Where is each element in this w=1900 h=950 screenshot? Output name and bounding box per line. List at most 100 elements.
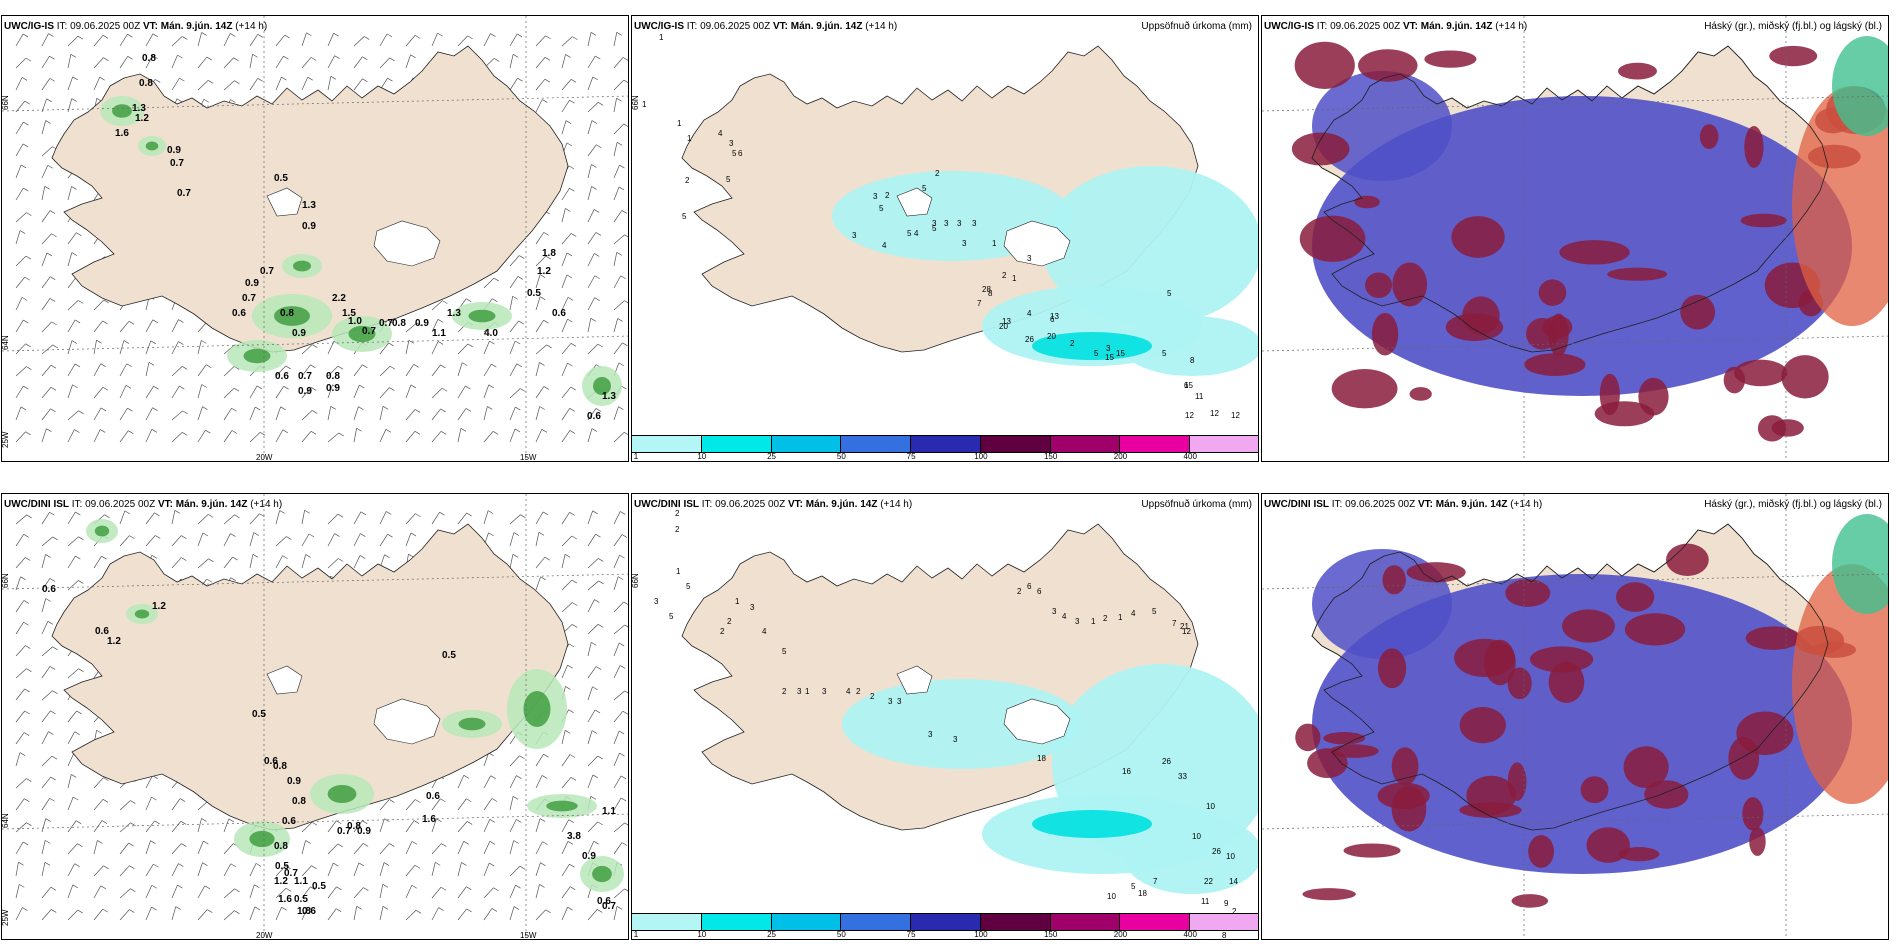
lat-label-66n: 66N <box>632 95 640 110</box>
colorbar-segment <box>841 436 912 452</box>
precip-value-label: 1 <box>805 687 810 696</box>
precip-value-label: 0.8 <box>392 318 406 329</box>
precip-value-label: 0.6 <box>264 756 278 767</box>
precip-value-label: 5 <box>932 224 937 233</box>
precip-value-label: 3 <box>1075 617 1080 626</box>
precip-value-label: 0.7 <box>298 371 312 382</box>
colorbar-segment <box>632 914 702 930</box>
precip-value-label: 0.8 <box>326 371 340 382</box>
precip-value-label: 0.9 <box>167 145 181 156</box>
precip-value-label: 4 <box>1027 309 1032 318</box>
precip-value-label: 1.2 <box>274 876 288 887</box>
precip-value-label: 6 <box>1027 582 1032 591</box>
precip-value-label: 6 <box>1184 381 1189 390</box>
colorbar-labels: 1 10 25 50 75 100 150 200 400 <box>632 930 1258 939</box>
colorbar-label: 200 <box>1113 452 1128 461</box>
precip-value-label: 0.7 <box>379 318 393 329</box>
precip-value-label: 3 <box>972 219 977 228</box>
precip-value-label: 2 <box>675 509 680 518</box>
precip-value-label: 2 <box>1103 614 1108 623</box>
precip-value-label: 1.3 <box>447 308 461 319</box>
precip-value-label: 3 <box>822 687 827 696</box>
precip-value-label: 7 <box>1153 877 1158 886</box>
precip-value-label: 5 <box>682 212 687 221</box>
precip-value-label: 4.0 <box>484 328 498 339</box>
lat-label-66n: 66N <box>2 95 10 110</box>
colorbar-segment <box>771 914 842 930</box>
precip-value-label: 3 <box>654 597 659 606</box>
precip-value-label: 2 <box>720 627 725 636</box>
precip-value-label: 1.2 <box>152 601 166 612</box>
precip-value-label: 26 <box>1162 757 1171 766</box>
colorbar-segment <box>980 436 1051 452</box>
precip-value-label: 10 <box>1206 802 1215 811</box>
precip-colorbar <box>632 435 1258 453</box>
precip-value-label: 5 <box>879 204 884 213</box>
precip-value-label: 1.6 <box>115 128 129 139</box>
precip-value-label: 1.1 <box>602 806 616 817</box>
precip-value-label: 21 <box>1180 622 1189 631</box>
precip-value-label: 12 <box>1231 411 1240 420</box>
panel-dini-clouds: UWC/DINI ISL IT: 09.06.2025 00Z VT: Mán.… <box>1261 493 1889 940</box>
precip-value-label: 0.6 <box>232 308 246 319</box>
precip-value-label: 12 <box>1210 409 1219 418</box>
precip-value-label: 0.9 <box>326 383 340 394</box>
precip-value-label: 15 <box>1116 349 1125 358</box>
precip-shading <box>832 166 1258 376</box>
iceland-landmass <box>51 523 569 831</box>
precip-value-label: 1.1 <box>294 876 308 887</box>
precip-value-label: 10 <box>1226 852 1235 861</box>
precip-value-label: 4 <box>718 129 723 138</box>
precip-value-label: 0.7 <box>177 188 191 199</box>
precip-value-label: 1.8 <box>542 248 556 259</box>
precip-value-label: 3 <box>888 697 893 706</box>
precip-value-label: 5 <box>1152 607 1157 616</box>
wind-precip-map: 0.80.81.31.21.60.90.70.70.51.30.90.70.90… <box>2 16 628 462</box>
precip-value-label: 1 <box>1012 274 1017 283</box>
precip-value-label: 0.8 <box>347 821 361 832</box>
precip-value-label: 28 <box>982 285 991 294</box>
panel-variable-title: Háský (gr.), miðský (fj.bl.) og lágský (… <box>1704 499 1882 510</box>
precip-value-label: 26 <box>1025 335 1034 344</box>
precip-value-label: 0.6 <box>587 411 601 422</box>
colorbar-segment <box>1120 436 1191 452</box>
precip-value-label: 0.5 <box>252 709 266 720</box>
precip-value-label: 4 <box>1131 609 1136 618</box>
precip-value-label: 3 <box>897 697 902 706</box>
colorbar-label: 50 <box>836 452 846 461</box>
panel-igis-clouds: UWC/IG-IS IT: 09.06.2025 00Z VT: Mán. 9.… <box>1261 15 1889 462</box>
colorbar-segment <box>980 914 1051 930</box>
precip-value-label: 3 <box>873 192 878 201</box>
lon-label-15w: 15W <box>520 453 537 462</box>
precip-areas <box>100 96 622 406</box>
glacier <box>1003 698 1071 745</box>
precip-value-label: 0.6 <box>42 584 56 595</box>
precip-value-label: 1.2 <box>135 113 149 124</box>
precip-value-label: 4 <box>846 687 851 696</box>
lat-label-64n: 64N <box>2 335 10 350</box>
colorbar-label: 50 <box>836 930 846 939</box>
precip-value-label: 2 <box>935 169 940 178</box>
precip-value-label: 2 <box>727 617 732 626</box>
precip-value-label: 1.6 <box>422 814 436 825</box>
colorbar-segment <box>911 436 981 452</box>
precip-value-label: 1 <box>1091 617 1096 626</box>
precip-value-label: 0.5 <box>275 861 289 872</box>
glacier <box>373 220 441 267</box>
precip-value-label: 6 <box>738 149 743 158</box>
precip-value-label: 4 <box>914 229 919 238</box>
precip-value-label: 0.6 <box>597 896 611 907</box>
panel-title: UWC/IG-IS IT: 09.06.2025 00Z VT: Mán. 9.… <box>1264 21 1528 32</box>
precip-value-label: 5 <box>907 229 912 238</box>
precip-value-label: 5 <box>732 149 737 158</box>
precip-value-label: 12 <box>1182 627 1191 636</box>
precip-value-label: 2 <box>782 687 787 696</box>
lon-label-20w: 20W <box>256 931 273 940</box>
glacier-small <box>896 187 933 217</box>
colorbar-segment <box>1190 914 1258 930</box>
precip-value-label: 1 <box>642 100 647 109</box>
precip-value-label: 0.6 <box>282 816 296 827</box>
precip-value-label: 3 <box>852 231 857 240</box>
colorbar-label: 25 <box>767 452 776 461</box>
